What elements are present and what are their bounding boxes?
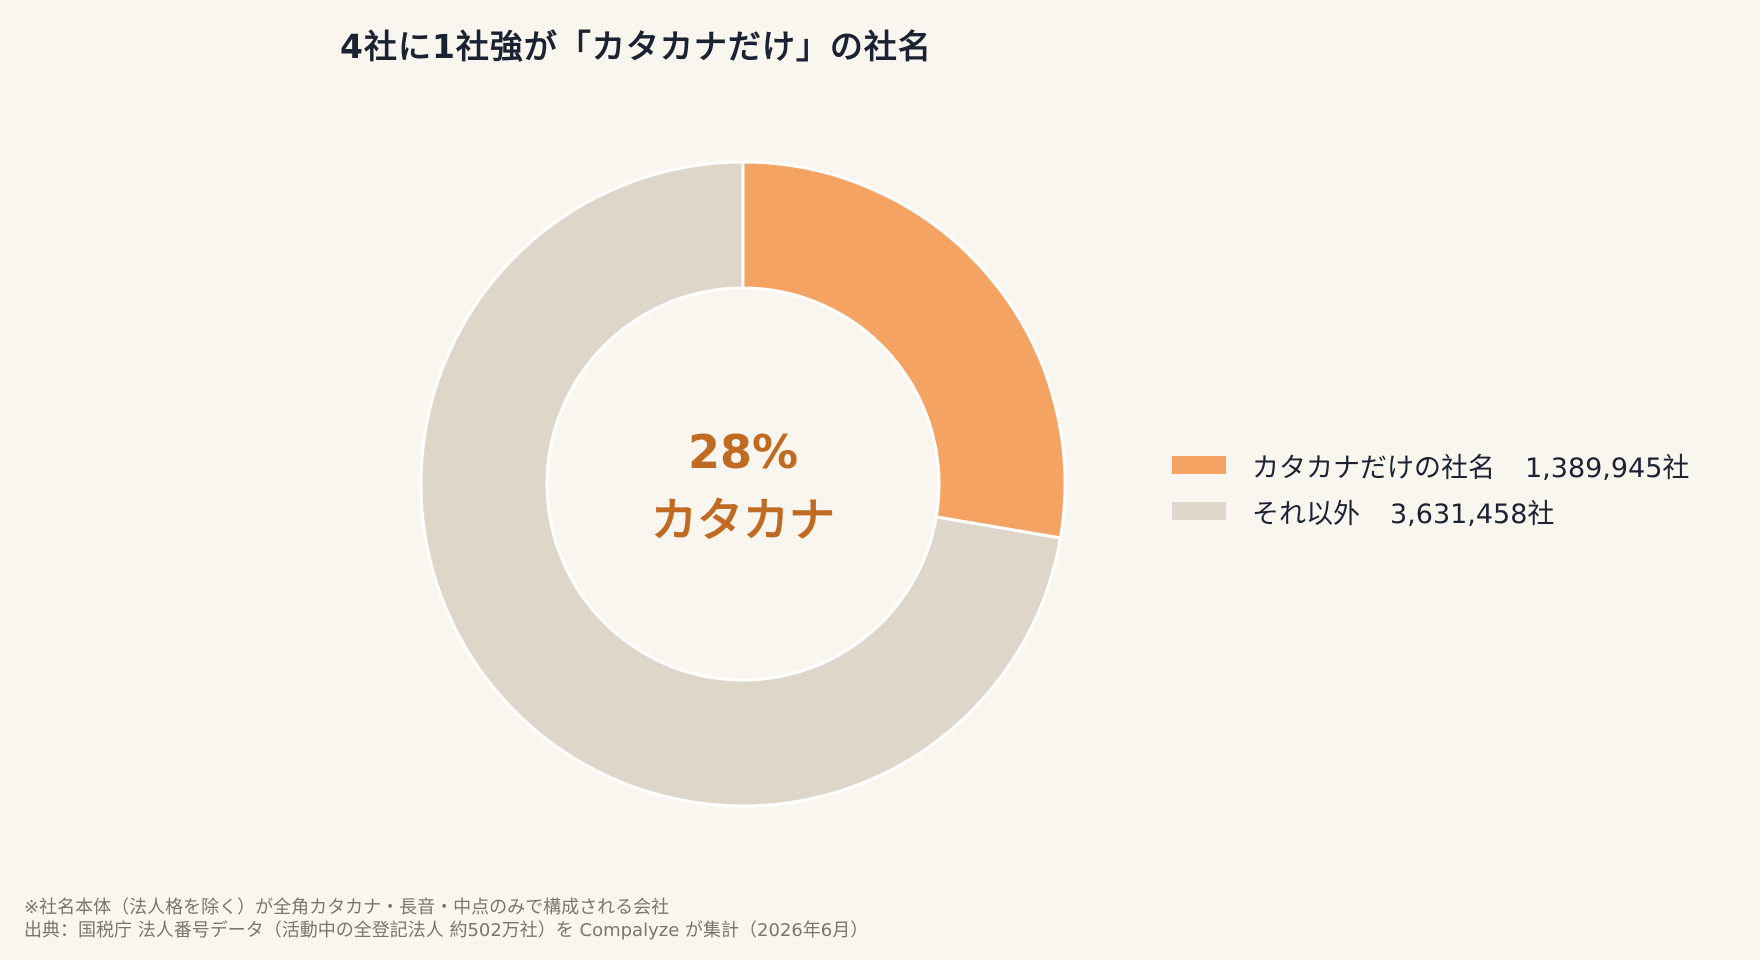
center-percent-label: 28% xyxy=(688,425,798,479)
legend: カタカナだけの社名 1,389,945社 それ以外 3,631,458社 xyxy=(1172,442,1689,534)
donut-slice-other xyxy=(419,160,1063,808)
footnote-source: 出典：国税庁 法人番号データ（活動中の全登記法人 約502万社）を Compal… xyxy=(24,920,869,941)
chart-title: 4社に1社強が「カタカナだけ」の社名 xyxy=(340,27,932,66)
donut-slices xyxy=(419,160,1067,808)
legend-item-katakana: カタカナだけの社名 1,389,945社 xyxy=(1172,442,1689,488)
legend-value-katakana: 1,389,945社 xyxy=(1525,452,1690,484)
donut-slice-katakana xyxy=(741,160,1067,540)
legend-swatch-other xyxy=(1172,502,1226,520)
footnote: ※社名本体（法人格を除く）が全角カタカナ・長音・中点のみで構成される会社 出典：… xyxy=(24,896,868,942)
center-category-label: カタカナ xyxy=(651,493,835,547)
legend-label-katakana: カタカナだけの社名 xyxy=(1252,452,1495,484)
footnote-definition: ※社名本体（法人格を除く）が全角カタカナ・長音・中点のみで構成される会社 xyxy=(24,897,670,918)
legend-value-other: 3,631,458社 xyxy=(1390,498,1555,530)
legend-item-other: それ以外 3,631,458社 xyxy=(1172,488,1689,534)
legend-label-other: それ以外 xyxy=(1252,498,1360,530)
legend-swatch-katakana xyxy=(1172,456,1226,474)
